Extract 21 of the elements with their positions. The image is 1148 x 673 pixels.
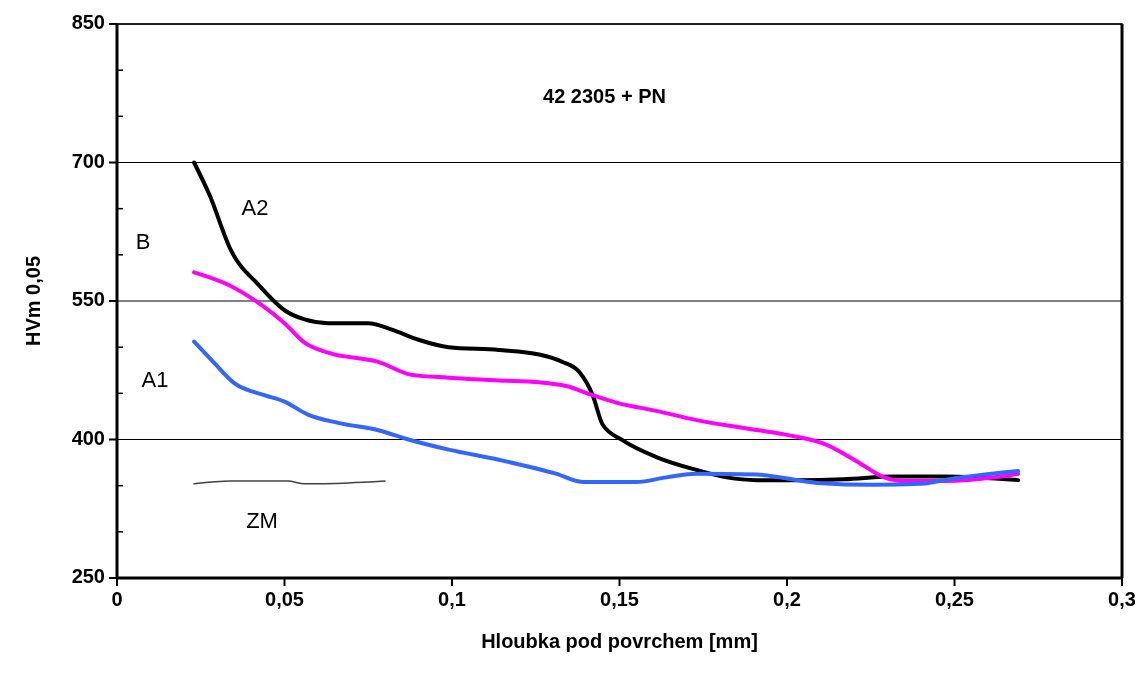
text: 42 2305 + PN: [543, 85, 666, 107]
x-tick-label: 0,3: [1108, 588, 1136, 610]
y-tick-label: 700: [71, 149, 105, 172]
y-tick-label: 250: [71, 565, 105, 588]
text: B: [135, 229, 151, 255]
x-axis-title: Hloubka pod povrchem [mm]: [481, 630, 758, 652]
y-tick-label: 850: [71, 11, 105, 34]
x-tick-label: 0,25: [935, 588, 974, 610]
x-tick-label: 0: [111, 588, 123, 610]
x-tick-label: 0,2: [773, 588, 801, 610]
series-label: A1: [141, 367, 169, 393]
y-tick-label: 400: [71, 426, 105, 449]
series-label: A2: [241, 195, 269, 221]
line-series: [192, 339, 1021, 487]
x-tick-label: 0,05: [265, 588, 304, 610]
x-tick-label: 0,15: [600, 588, 639, 610]
x-tick-label: 0,1: [438, 588, 466, 610]
y-axis-title: HVm 0,05: [22, 255, 44, 347]
y-tick-label: 550: [71, 288, 105, 311]
series-label: ZM: [246, 507, 278, 533]
line-series: [192, 270, 1021, 484]
